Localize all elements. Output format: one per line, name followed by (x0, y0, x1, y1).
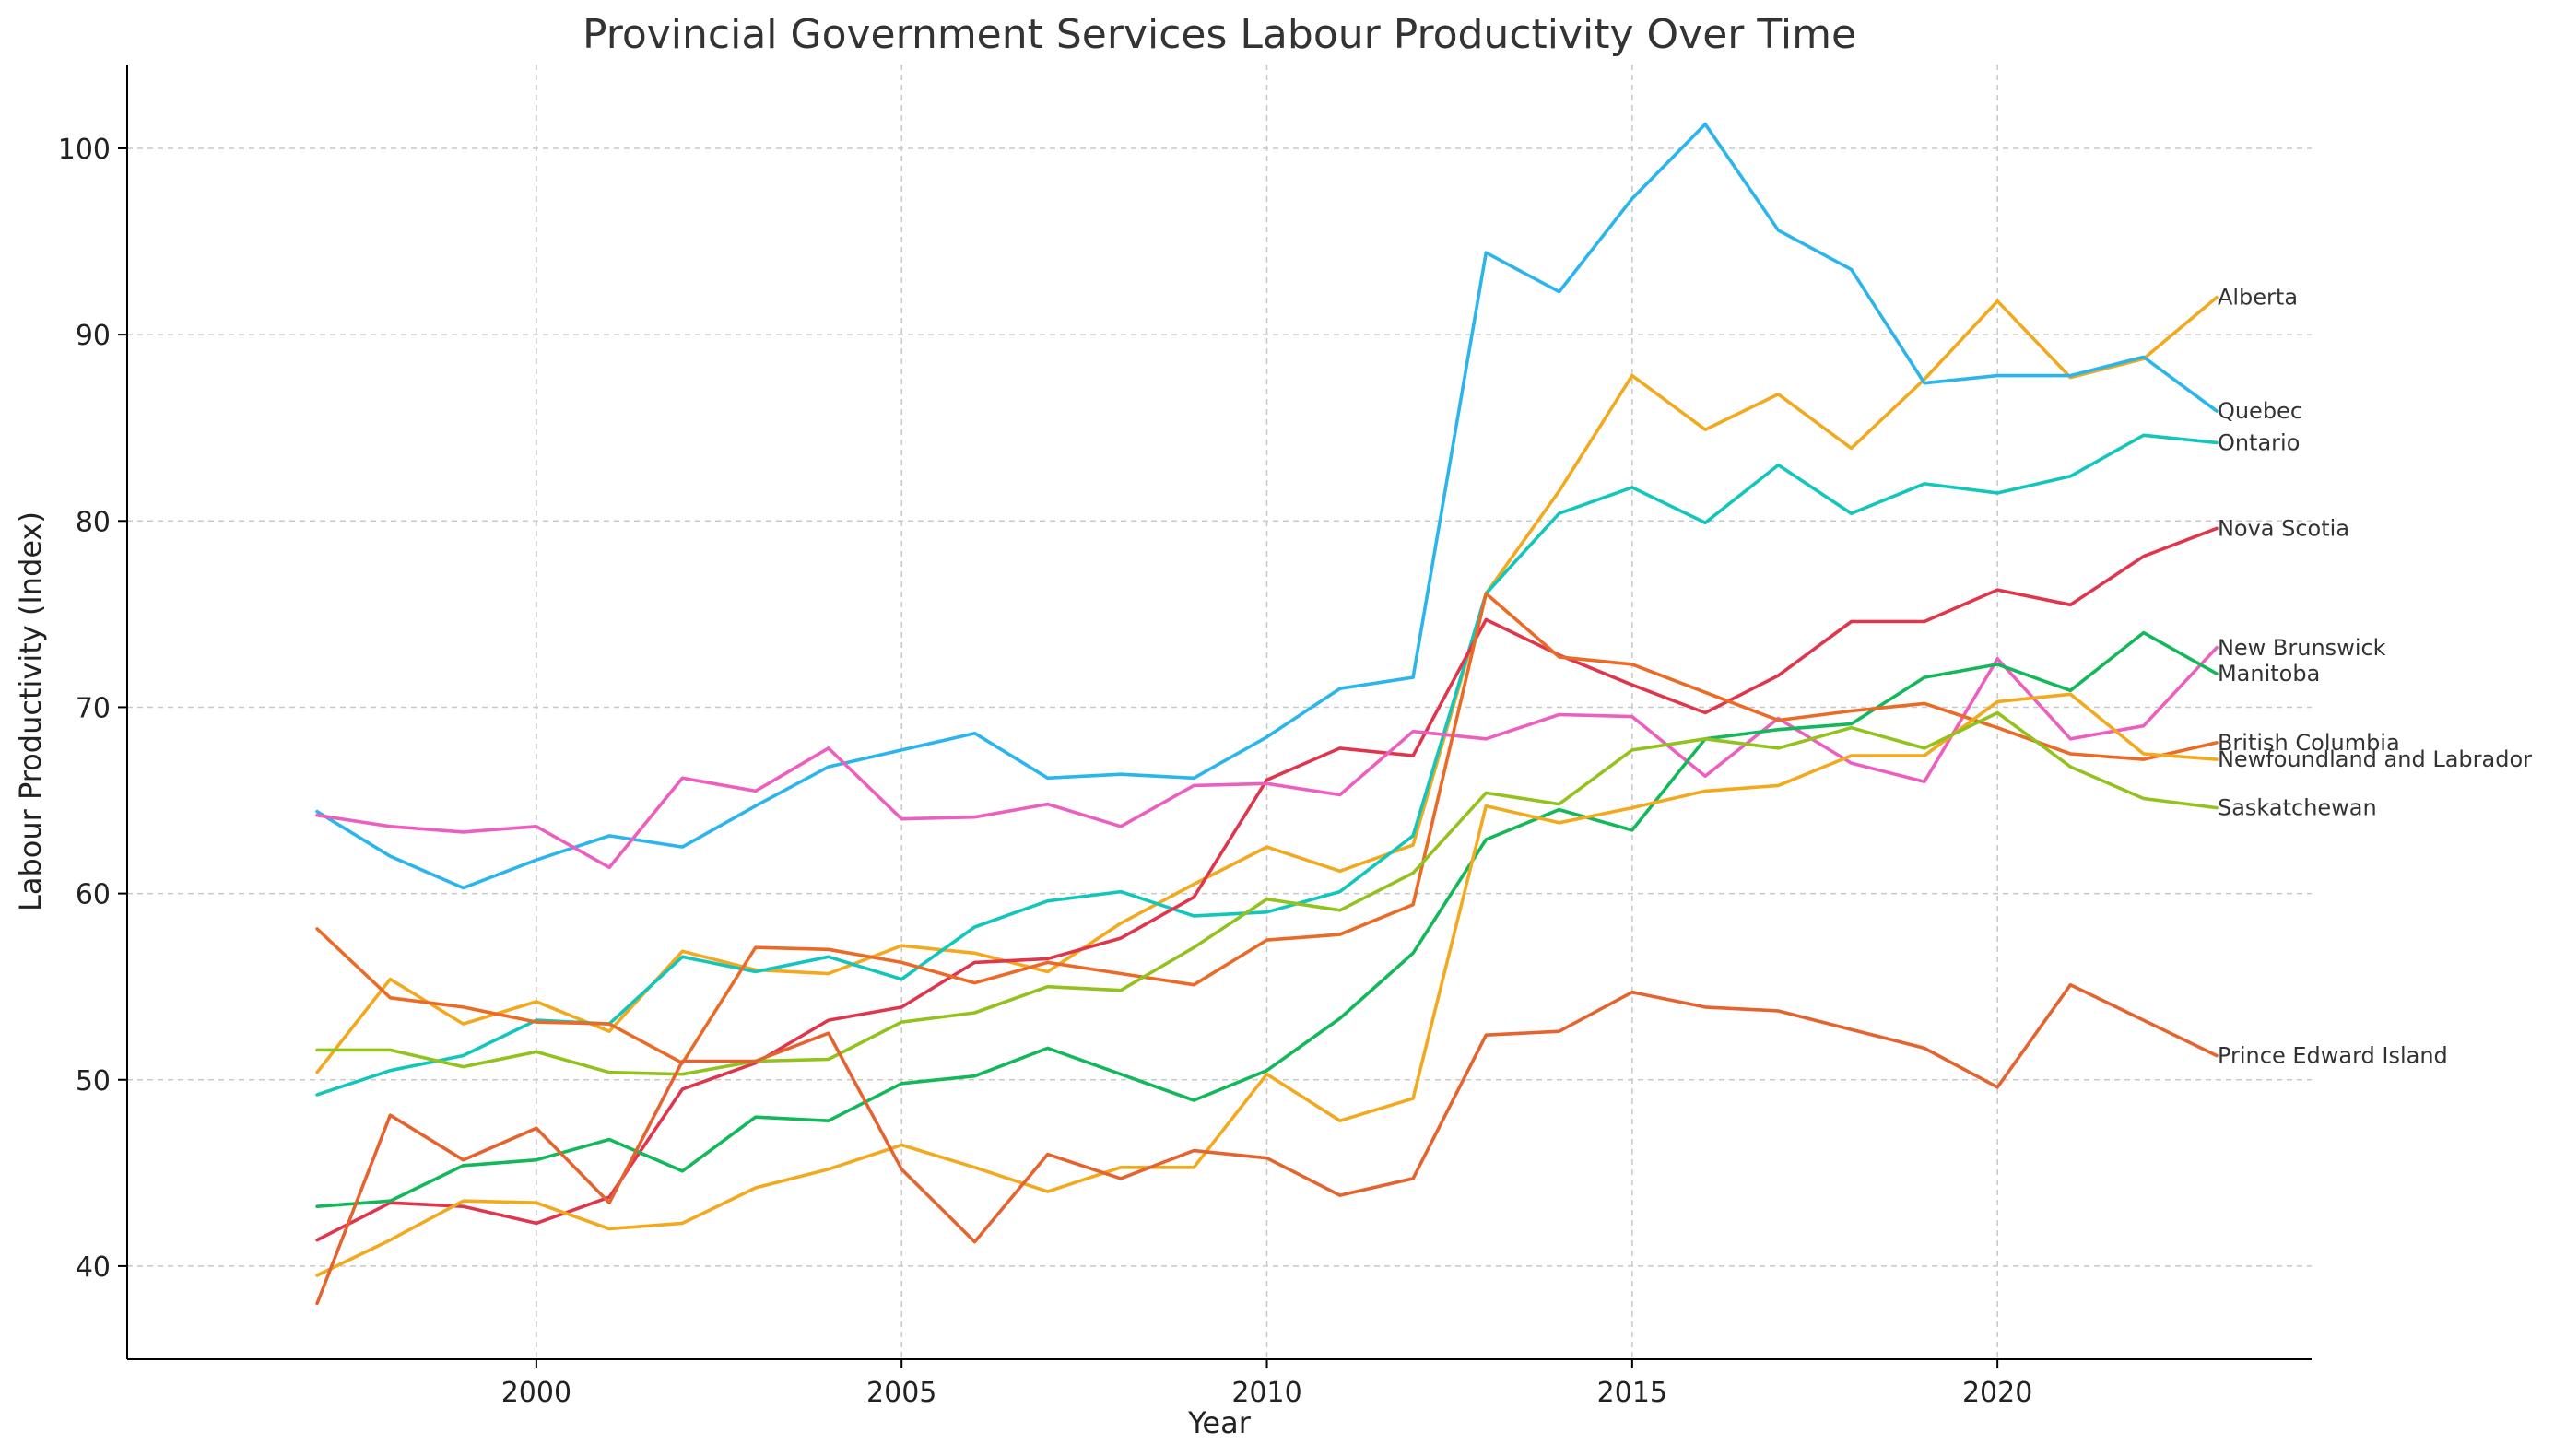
y-tick-label-40: 40 (76, 1251, 111, 1284)
x-tick-label-2015: 2015 (1597, 1377, 1667, 1409)
x-axis-label: Year (1187, 1405, 1252, 1440)
series-label-nova-scotia: Nova Scotia (2218, 515, 2349, 541)
series-line-alberta (315, 295, 2219, 1074)
series-label-new-brunswick: New Brunswick (2218, 635, 2386, 661)
series-line-new-brunswick (315, 645, 2219, 870)
series-line-saskatchewan (315, 710, 2219, 1076)
series-line-nova-scotia (315, 526, 2219, 1242)
x-tick-label-2010: 2010 (1231, 1377, 1301, 1409)
series-lines (315, 122, 2219, 1306)
series-label-prince-edward-island: Prince Edward Island (2218, 1042, 2448, 1068)
series-line-british-columbia (315, 592, 2219, 1065)
series-labels: Alberta Quebec Ontario Nova Scotia New Bruns… (2218, 285, 2532, 1069)
series-label-newfoundland-and-labrador: Newfoundland and Labrador (2218, 746, 2532, 772)
x-tick-label-2000: 2000 (501, 1377, 571, 1409)
y-tick-label-90: 90 (76, 320, 111, 352)
x-tick-label-2020: 2020 (1962, 1377, 2032, 1409)
y-tick-label-80: 80 (76, 506, 111, 538)
series-label-saskatchewan: Saskatchewan (2218, 795, 2377, 821)
axis-ticks: 40 50 60 70 80 90 100 2000 2005 2010 2015 2020 (58, 134, 2033, 1409)
y-axis-label: Labour Productivity (Index) (13, 511, 48, 911)
series-line-manitoba (315, 630, 2219, 1208)
series-label-british-columbia: British Columbia (2218, 730, 2400, 756)
x-tick-label-2005: 2005 (866, 1377, 936, 1409)
axes (126, 65, 2312, 1360)
chart-title: Provincial Government Services Labour Pr… (583, 11, 1856, 58)
y-tick-label-70: 70 (76, 692, 111, 724)
y-tick-label-50: 50 (76, 1065, 111, 1098)
series-label-alberta: Alberta (2218, 285, 2298, 311)
series-line-newfoundland-and-labrador (315, 692, 2219, 1277)
y-tick-label-100: 100 (58, 134, 111, 166)
gridlines (127, 65, 2312, 1359)
series-label-quebec: Quebec (2218, 398, 2302, 424)
series-line-ontario (315, 433, 2219, 1097)
series-label-ontario: Ontario (2218, 429, 2300, 455)
series-label-manitoba: Manitoba (2218, 661, 2320, 687)
y-tick-label-60: 60 (76, 879, 111, 911)
series-line-prince-edward-island (315, 982, 2219, 1306)
